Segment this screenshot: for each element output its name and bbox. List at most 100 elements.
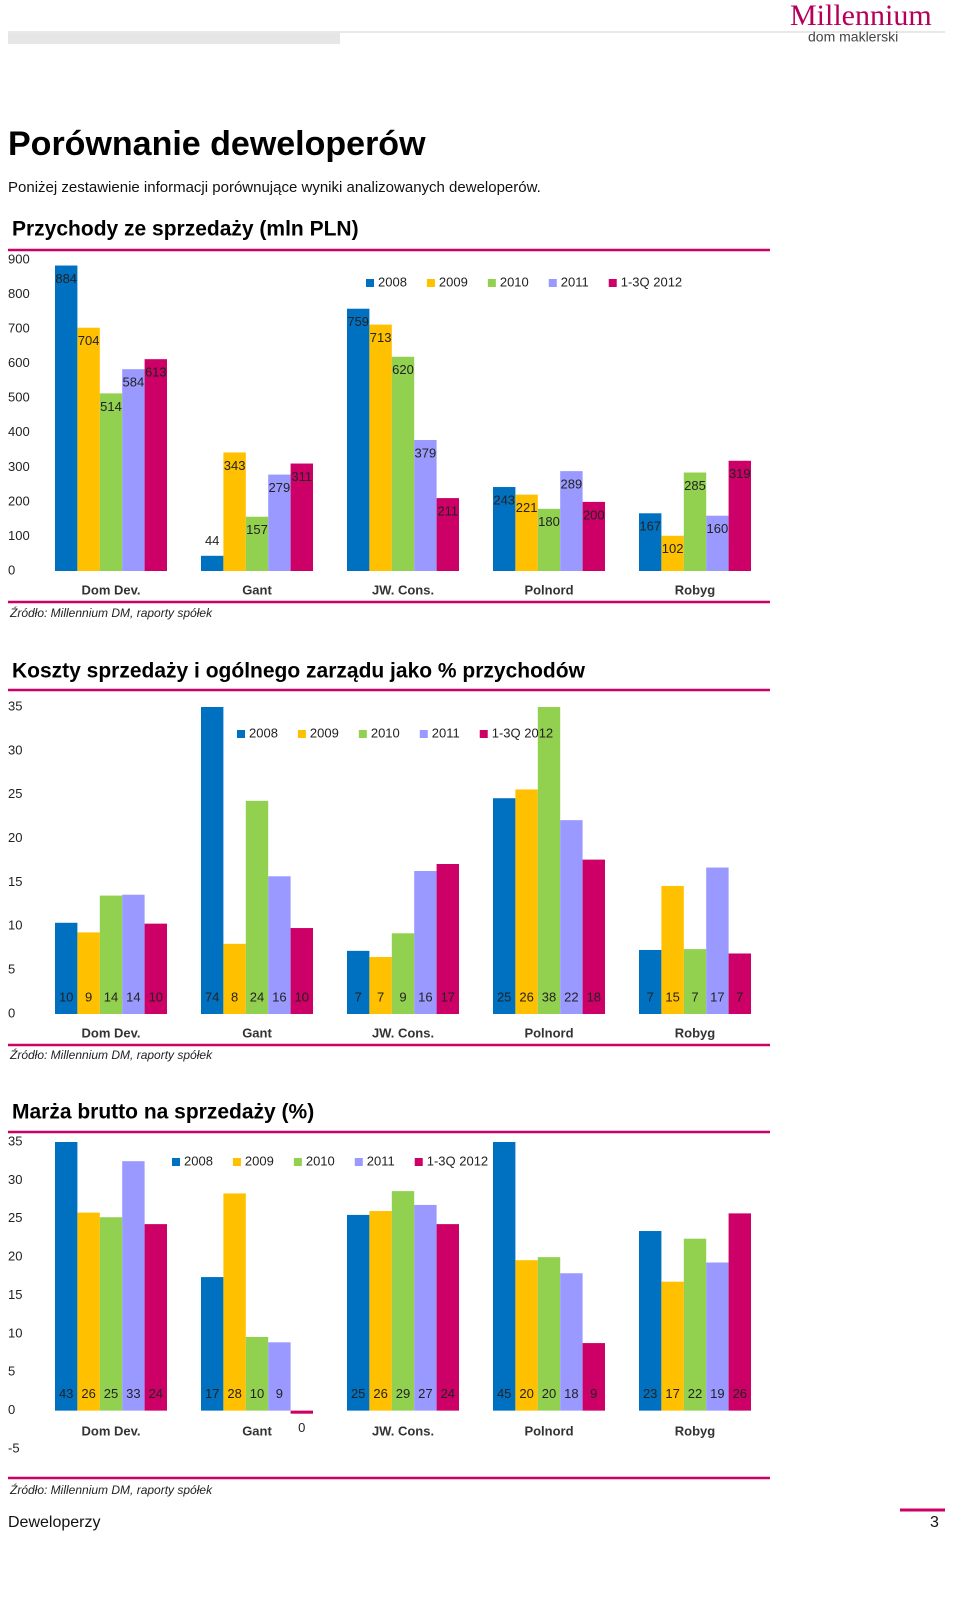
y-tick-label: 300 <box>8 459 30 474</box>
legend-swatch <box>414 1158 423 1166</box>
bar <box>706 1262 729 1411</box>
bar <box>560 1273 583 1411</box>
data-label: 221 <box>516 500 538 515</box>
bar <box>728 1213 751 1411</box>
legend-swatch <box>426 279 435 287</box>
bar <box>144 1224 167 1411</box>
bar <box>347 1214 370 1411</box>
y-tick-label: 35 <box>8 698 22 713</box>
bar <box>391 356 415 571</box>
data-label: 18 <box>564 1386 578 1401</box>
legend-label: 1-3Q 2012 <box>492 725 553 740</box>
data-label: 167 <box>639 519 661 534</box>
data-label: 20 <box>519 1386 533 1401</box>
data-label: 17 <box>710 989 724 1004</box>
bar <box>639 513 662 571</box>
y-tick-label: 20 <box>8 1249 22 1264</box>
bar <box>728 460 751 571</box>
y-tick-label: 10 <box>8 918 22 933</box>
bar <box>493 1142 516 1411</box>
y-tick-label: 0 <box>8 562 15 577</box>
x-tick-label: Polnord <box>524 1025 573 1040</box>
data-label: 9 <box>85 989 92 1004</box>
legend-swatch <box>608 279 617 287</box>
data-label: 18 <box>587 989 601 1004</box>
y-tick-label: 200 <box>8 493 30 508</box>
bars <box>55 1142 751 1414</box>
bar <box>144 359 167 571</box>
data-label: 25 <box>497 989 511 1004</box>
header-bar <box>8 33 340 44</box>
bar <box>369 956 392 1014</box>
data-label: 200 <box>583 507 605 522</box>
x-tick-label: Gant <box>242 1423 272 1438</box>
x-tick-label: Robyg <box>675 1025 716 1040</box>
bar <box>122 894 145 1014</box>
data-label: 29 <box>396 1386 410 1401</box>
bar <box>436 864 459 1014</box>
data-label: 25 <box>104 1386 118 1401</box>
legend-label: 2008 <box>378 274 407 289</box>
legend-label: 2009 <box>245 1153 274 1168</box>
legend-label: 2010 <box>500 274 529 289</box>
data-label: 759 <box>347 314 369 329</box>
bar <box>55 922 78 1014</box>
data-label: 10 <box>250 1386 264 1401</box>
data-label: 10 <box>149 989 163 1004</box>
data-label: 22 <box>564 989 578 1004</box>
data-label: 43 <box>59 1386 73 1401</box>
data-label: 14 <box>126 989 140 1004</box>
legend-swatch <box>297 730 306 738</box>
bar <box>436 498 459 571</box>
legend-label: 1-3Q 2012 <box>427 1153 488 1168</box>
bar <box>414 1204 437 1411</box>
bar <box>77 932 100 1014</box>
bar <box>706 515 729 571</box>
data-label: 10 <box>59 989 73 1004</box>
bar <box>414 440 437 571</box>
legend-label: 2009 <box>310 725 339 740</box>
bar <box>515 494 538 571</box>
y-tick-label: 0 <box>8 1005 15 1020</box>
legend-swatch <box>237 730 245 738</box>
intro: Poniżej zestawienie informacji porównują… <box>8 179 541 196</box>
bar <box>99 895 123 1014</box>
x-tick-label: Polnord <box>524 582 573 597</box>
bar <box>683 949 707 1014</box>
data-label: 26 <box>81 1386 95 1401</box>
bar <box>201 707 224 1014</box>
y-tick-label: 5 <box>8 962 15 977</box>
legend-label: 1-3Q 2012 <box>621 274 682 289</box>
data-label: 243 <box>493 492 515 507</box>
bar <box>55 1142 78 1411</box>
bar <box>582 1343 605 1411</box>
source: Źródło: Millennium DM, raporty spółek <box>9 605 213 620</box>
data-label: 319 <box>729 466 751 481</box>
bars <box>55 707 751 1014</box>
data-label: 0 <box>298 1420 305 1435</box>
bar <box>122 1161 145 1411</box>
legend-label: 2008 <box>184 1153 213 1168</box>
data-label: 74 <box>205 989 219 1004</box>
data-label: 7 <box>647 989 654 1004</box>
bar <box>436 1224 459 1411</box>
bar <box>493 487 516 571</box>
legend-swatch <box>479 730 488 738</box>
bar <box>223 943 246 1014</box>
data-label: 16 <box>272 989 286 1004</box>
data-label: 9 <box>590 1386 597 1401</box>
chart-title: Koszty sprzedaży i ogólnego zarządu jako… <box>12 660 586 683</box>
page-title: Porównanie deweloperów <box>8 125 426 163</box>
bar <box>728 953 751 1014</box>
bar <box>369 1211 392 1411</box>
bar <box>515 1260 538 1411</box>
y-tick-label: -5 <box>8 1440 20 1455</box>
bar <box>661 535 684 571</box>
data-label: 343 <box>224 458 246 473</box>
bar <box>414 871 437 1014</box>
bar <box>77 327 100 571</box>
legend-swatch <box>487 279 496 287</box>
data-label: 24 <box>149 1386 163 1401</box>
bar <box>99 393 123 571</box>
